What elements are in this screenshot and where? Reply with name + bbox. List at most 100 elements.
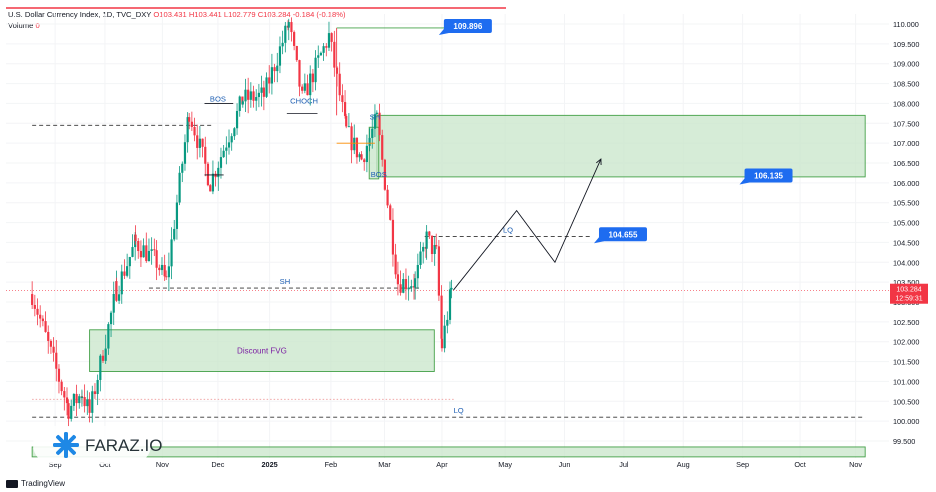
candle-body: [227, 142, 231, 148]
candle-body: [99, 355, 102, 380]
zones-layer: Discount FVG: [6, 7, 866, 458]
candle-body: [134, 234, 137, 242]
watermark-text: FARAZ.IO: [85, 436, 162, 455]
legend-change: -0.184 (-0.18%): [292, 10, 346, 19]
candle-body: [209, 185, 212, 192]
candle-body: [47, 331, 50, 341]
zone-box: [31, 446, 866, 458]
candle-body: [183, 142, 187, 164]
watermark: FARAZ.IO: [33, 426, 162, 464]
candle-body: [386, 189, 389, 206]
price-tick-label: 109.500: [893, 40, 919, 49]
annotations-layer: BOS CHOCH SH BOS 109.896 106.135 104.655: [204, 18, 793, 244]
candle-body: [126, 266, 129, 276]
candle-body: [244, 89, 247, 102]
grid-layer: [6, 14, 889, 458]
time-tick-label: Oct: [794, 460, 805, 469]
candle-body: [249, 91, 252, 100]
candle-body: [142, 245, 145, 258]
candle-body: [137, 241, 140, 252]
candle-body: [284, 25, 287, 43]
candle-body: [44, 321, 47, 332]
candle-body: [319, 52, 323, 56]
candle-body: [365, 145, 368, 163]
price-axis: 110.000 109.500 109.000 108.500 108.000 107.5…: [890, 20, 928, 446]
candle-body: [293, 32, 296, 46]
candle-body: [86, 399, 89, 407]
candle-body: [399, 284, 402, 293]
candle-body: [211, 173, 215, 192]
candle-body: [407, 287, 410, 290]
price-tick-label: 102.500: [893, 318, 919, 327]
candle-body: [252, 91, 255, 101]
candle-body: [198, 138, 202, 148]
price-tick-label: 101.500: [893, 358, 919, 367]
candle-body: [375, 112, 378, 115]
footer-brand: TradingView: [21, 479, 66, 488]
candle-body: [247, 89, 250, 100]
candle-body: [371, 128, 374, 138]
candle-body: [170, 239, 173, 267]
candle-body: [150, 249, 153, 251]
candle-body: [238, 96, 241, 111]
callout-label: 106.135: [754, 171, 783, 180]
price-callout: 106.135: [739, 168, 793, 185]
candle-body: [383, 159, 386, 190]
candle-body: [309, 73, 312, 96]
candle-body: [57, 368, 61, 382]
candle-body: [96, 379, 99, 395]
candle-body: [235, 110, 239, 129]
legend-line-2: Volume 0: [8, 20, 346, 31]
price-tick-label: 106.000: [893, 179, 919, 188]
candle-body: [410, 286, 413, 288]
candle-body: [115, 281, 118, 301]
callout-box: [443, 18, 492, 33]
price-tick-label: 109.000: [893, 60, 919, 69]
candle-body: [41, 318, 44, 322]
candle-body: [450, 287, 453, 290]
time-tick-label: 2025: [261, 460, 277, 469]
candle-body: [295, 45, 298, 61]
projection-path: [453, 158, 602, 291]
candle-body: [311, 73, 314, 83]
candle-body: [446, 319, 449, 326]
candle-body: [430, 235, 434, 255]
candle-body: [306, 83, 309, 96]
candle-body: [448, 289, 452, 320]
candle-body: [270, 67, 274, 84]
chart-legend: U.S. Dollar Currency Index, 1D, TVC_DXY …: [8, 9, 346, 31]
time-axis: Sep Oct Nov Dec 2025 Feb Mar Apr May Jun Jul Aug Sep…: [49, 460, 863, 469]
candle-body: [341, 95, 344, 103]
candle-body: [193, 126, 196, 136]
callout-box: [744, 168, 793, 183]
candle-body: [188, 117, 191, 122]
candle-body: [241, 101, 244, 105]
candle-body: [322, 46, 325, 53]
candle-body: [440, 338, 444, 349]
zone-box: [89, 329, 435, 372]
candle-body: [155, 250, 158, 268]
candle-body: [33, 304, 36, 309]
candle-body: [428, 231, 431, 236]
candle-body: [338, 73, 341, 96]
projection-layer: [453, 158, 602, 291]
candle-body: [186, 117, 189, 143]
candle-body: [368, 137, 371, 146]
candle-body: [120, 271, 123, 295]
logo-ray: [56, 435, 76, 455]
legend-title: U.S. Dollar Currency Index, 1D, TVC_DXY: [8, 10, 152, 19]
price-tick-label: 100.500: [893, 397, 919, 406]
candle-body: [112, 293, 115, 313]
candle-body: [36, 308, 39, 315]
price-callout: 104.655: [593, 227, 647, 244]
price-tick-label: 110.000: [893, 20, 919, 29]
price-tick-label: 108.000: [893, 99, 919, 108]
candle-body: [257, 92, 260, 98]
candle-body: [101, 355, 105, 361]
candle-body: [78, 396, 81, 404]
callout-box: [598, 227, 647, 242]
candle-body: [107, 324, 110, 349]
candle-body: [419, 251, 422, 265]
candle-body: [433, 244, 436, 255]
